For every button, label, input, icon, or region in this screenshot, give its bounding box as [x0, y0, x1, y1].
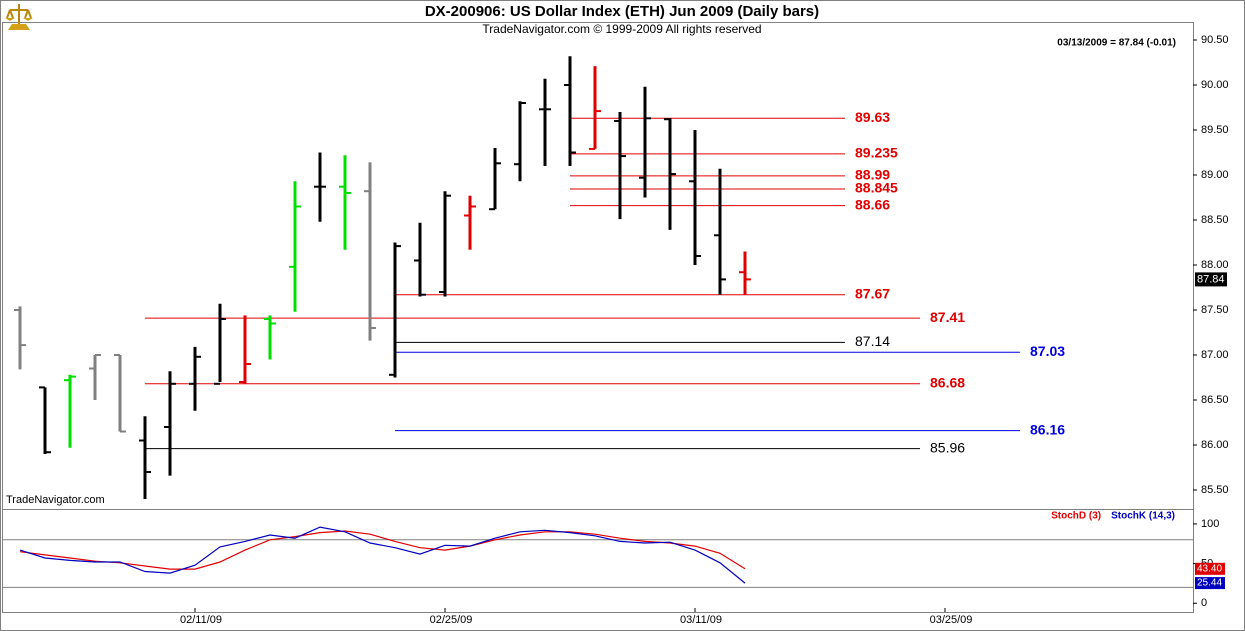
- y-tick-label: 86.50: [1201, 394, 1229, 406]
- level-label: 88.99: [855, 167, 890, 183]
- y-tick-label: 87.00: [1201, 349, 1229, 361]
- x-tick-label: 03/11/09: [680, 614, 722, 626]
- logo: [5, 4, 33, 30]
- chart-subtitle: TradeNavigator.com © 1999-2009 All right…: [482, 22, 761, 36]
- legend-entry: StochK (14,3): [1111, 511, 1175, 522]
- level-label: 85.96: [930, 439, 965, 455]
- y-tick-label: 87.50: [1201, 304, 1229, 316]
- last-value-label: 25.44: [1197, 578, 1222, 589]
- y-tick-label: 85.50: [1201, 484, 1229, 496]
- stoch-line: [19, 530, 746, 570]
- y-tick-label: 90.50: [1201, 34, 1229, 46]
- level-label: 88.66: [855, 196, 890, 212]
- level-label: 87.14: [855, 333, 890, 349]
- legend-entry: StochD (3): [1051, 511, 1101, 522]
- price-note: 03/13/2009 = 87.84 (-0.01): [1057, 38, 1176, 49]
- y-tick-label: 0: [1201, 597, 1207, 609]
- last-price-label: 87.84: [1197, 273, 1225, 285]
- y-tick-label: 100: [1201, 518, 1219, 530]
- y-tick-label: 89.00: [1201, 169, 1229, 181]
- y-tick-label: 88.50: [1201, 214, 1229, 226]
- stoch-line: [19, 526, 746, 584]
- level-label: 87.41: [930, 309, 965, 325]
- last-value-box: [1195, 562, 1225, 575]
- last-price-box: [1195, 272, 1227, 287]
- x-tick-label: 02/25/09: [430, 614, 473, 626]
- level-label: 86.68: [930, 375, 965, 391]
- last-value-label: 43.40: [1197, 563, 1222, 574]
- y-tick-label: 88.00: [1201, 259, 1229, 271]
- last-value-box: [1195, 577, 1225, 590]
- level-label: 87.67: [855, 285, 890, 301]
- x-tick-label: 03/25/09: [930, 614, 973, 626]
- level-label: 87.03: [1030, 343, 1065, 359]
- x-tick-label: 02/11/09: [180, 614, 222, 626]
- y-tick-label: 86.00: [1201, 439, 1229, 451]
- level-label: 89.63: [855, 109, 890, 125]
- level-label: 88.845: [855, 180, 898, 196]
- y-tick-label: 89.50: [1201, 124, 1229, 136]
- chart-title: DX-200906: US Dollar Index (ETH) Jun 200…: [425, 3, 819, 20]
- y-tick-label: 90.00: [1201, 79, 1229, 91]
- watermark: TradeNavigator.com: [6, 494, 105, 506]
- level-label: 86.16: [1030, 421, 1065, 437]
- level-label: 89.235: [855, 145, 898, 161]
- plot-frame: [2, 22, 1194, 613]
